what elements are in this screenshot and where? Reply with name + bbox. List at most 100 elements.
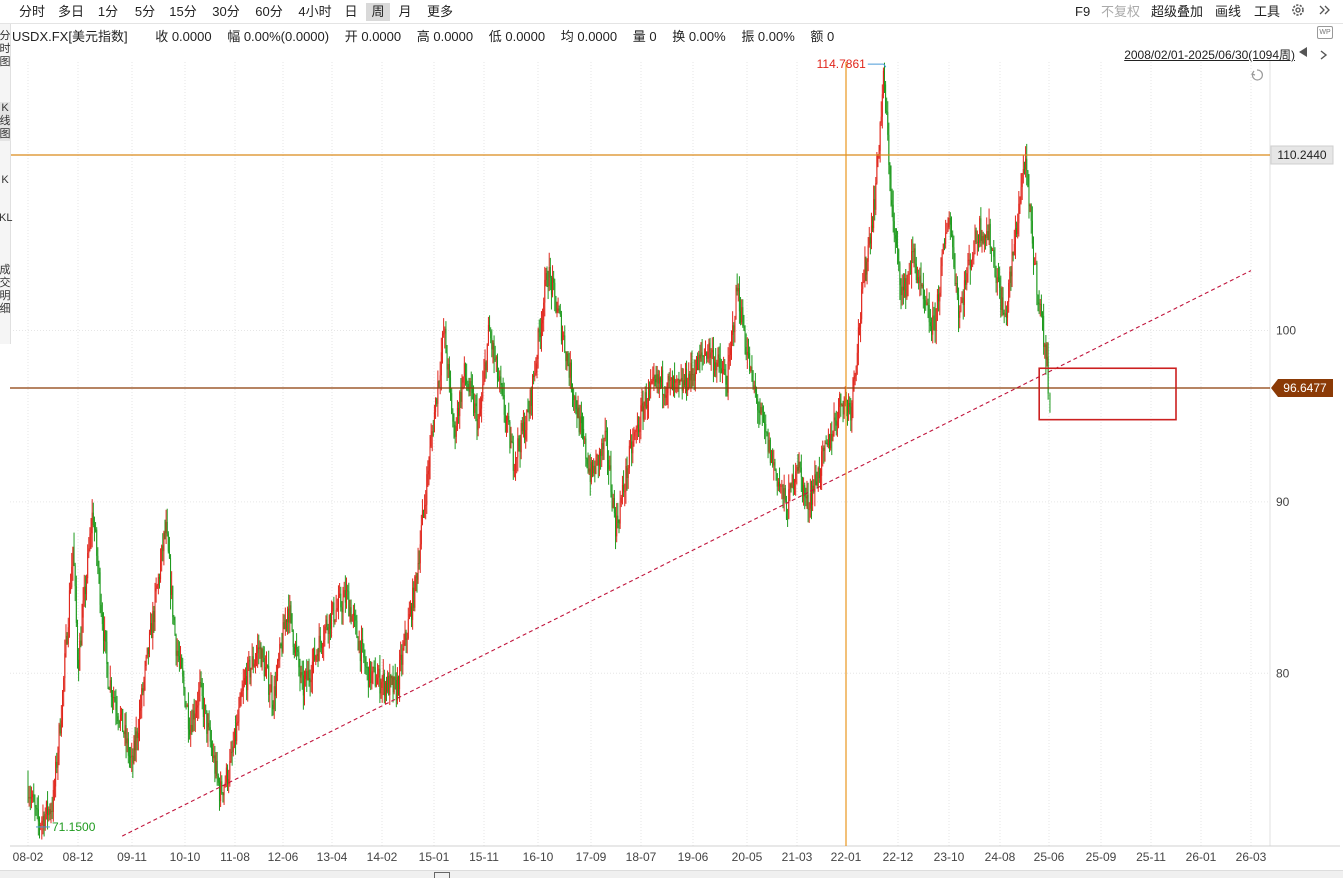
tools-button[interactable]: 工具 (1254, 4, 1281, 19)
candle-body (1034, 264, 1036, 266)
candle-body (888, 134, 890, 165)
period-tab-0[interactable]: 分时 (18, 4, 45, 19)
period-tab-2[interactable]: 1分 (97, 4, 119, 19)
period-tab-10[interactable]: 月 (398, 4, 412, 19)
candle-body (53, 786, 55, 791)
candle-body (300, 672, 302, 678)
date-range-label[interactable]: 2008/02/01-2025/06/30(1094周) (1124, 48, 1295, 62)
candle-body (283, 622, 285, 630)
collapse-chevrons-icon[interactable] (1318, 2, 1332, 20)
x-tick-label: 15-01 (419, 850, 450, 864)
candle-body (271, 684, 273, 705)
candle-body (572, 389, 574, 395)
candle-body (289, 605, 291, 623)
candle-body (766, 432, 768, 434)
candle-body (805, 496, 807, 499)
period-tab-3[interactable]: 5分 (134, 4, 156, 19)
candle-body (187, 705, 189, 730)
bottom-scroll-strip[interactable] (0, 870, 1343, 878)
candle-body (39, 821, 41, 826)
candle-body (259, 646, 261, 650)
overlay-button[interactable]: 超级叠加 (1151, 4, 1204, 19)
candle-body (273, 686, 275, 710)
candle-body (924, 299, 926, 301)
low-price-label: 71.1500 (52, 820, 96, 834)
candle-body (274, 686, 276, 696)
scroll-handle[interactable] (434, 872, 450, 878)
candle-body (288, 608, 290, 623)
candle-body (494, 358, 496, 360)
period-tab-6[interactable]: 60分 (255, 4, 283, 19)
nav-tab-k[interactable]: K (1, 174, 9, 186)
candle-body (182, 667, 184, 677)
f9-button[interactable]: F9 (1075, 4, 1091, 19)
candle-body (167, 533, 169, 552)
candle-body (404, 631, 406, 643)
candle-body (658, 377, 660, 384)
candle-body (281, 645, 283, 652)
candle-body (520, 423, 522, 453)
chevron-right-icon[interactable] (1319, 50, 1329, 60)
nav-tab-timeshare[interactable]: 分时图 (0, 30, 11, 68)
no-adjust-button[interactable]: 不复权 (1101, 4, 1141, 19)
candle-body (444, 328, 446, 334)
candle-body (241, 690, 243, 697)
candle-body (901, 286, 903, 296)
candle-body (818, 468, 820, 479)
candle-body (795, 471, 797, 483)
undo-icon[interactable] (1250, 68, 1264, 82)
candle-body (42, 815, 44, 821)
candle-body (579, 416, 581, 433)
nav-tab-kl[interactable]: KL (0, 212, 13, 224)
period-tab-5[interactable]: 30分 (212, 4, 240, 19)
candle-body (59, 724, 61, 734)
candle-body (728, 354, 730, 362)
period-tab-9[interactable]: 周 (366, 3, 390, 21)
period-tab-8[interactable]: 日 (344, 4, 358, 19)
candle-body (521, 423, 523, 432)
candle-body (782, 485, 784, 499)
wp-badge-icon[interactable]: WP (1317, 26, 1333, 39)
candle-body (496, 356, 498, 379)
candle-body (758, 410, 760, 413)
x-tick-label: 26-03 (1236, 850, 1267, 864)
amount-value: 额 0 (810, 29, 835, 44)
candle-body (486, 343, 488, 371)
period-tab-1[interactable]: 多日 (57, 4, 84, 19)
candle-body (432, 431, 434, 433)
gear-icon[interactable] (1290, 2, 1306, 20)
candle-body (1047, 356, 1049, 394)
candle-body (143, 680, 145, 693)
candle-body (965, 280, 967, 285)
candle-body (51, 810, 53, 812)
candle-body (115, 701, 117, 711)
candle-body (1013, 243, 1015, 256)
candle-body (440, 352, 442, 376)
draw-line-button[interactable]: 画线 (1215, 4, 1242, 19)
candle-body (461, 382, 463, 402)
nav-tab-trade-details[interactable]: 成交明细 (0, 264, 11, 315)
candle-body (983, 235, 985, 244)
candle-body (628, 445, 630, 469)
candle-body (490, 331, 492, 339)
candle-body (301, 672, 303, 676)
candle-body (438, 381, 440, 383)
candle-body (832, 433, 834, 442)
candle-body (963, 280, 965, 306)
candle-body (339, 593, 341, 596)
range-left-arrow-icon[interactable] (1299, 47, 1307, 57)
candle-body (641, 403, 643, 406)
nav-tab-kline[interactable]: K线图 (0, 102, 11, 141)
period-tab-4[interactable]: 15分 (169, 4, 197, 19)
candle-body (180, 656, 182, 660)
y-tick-label: 80 (1276, 666, 1290, 680)
candle-body (420, 525, 422, 545)
period-tab-11[interactable]: 更多 (426, 4, 453, 19)
candle-body (386, 682, 388, 692)
candle-body (155, 588, 157, 592)
candle-body (250, 668, 252, 678)
candle-body (340, 593, 342, 608)
period-tab-7[interactable]: 4小时 (298, 4, 332, 19)
candle-body (661, 370, 663, 382)
